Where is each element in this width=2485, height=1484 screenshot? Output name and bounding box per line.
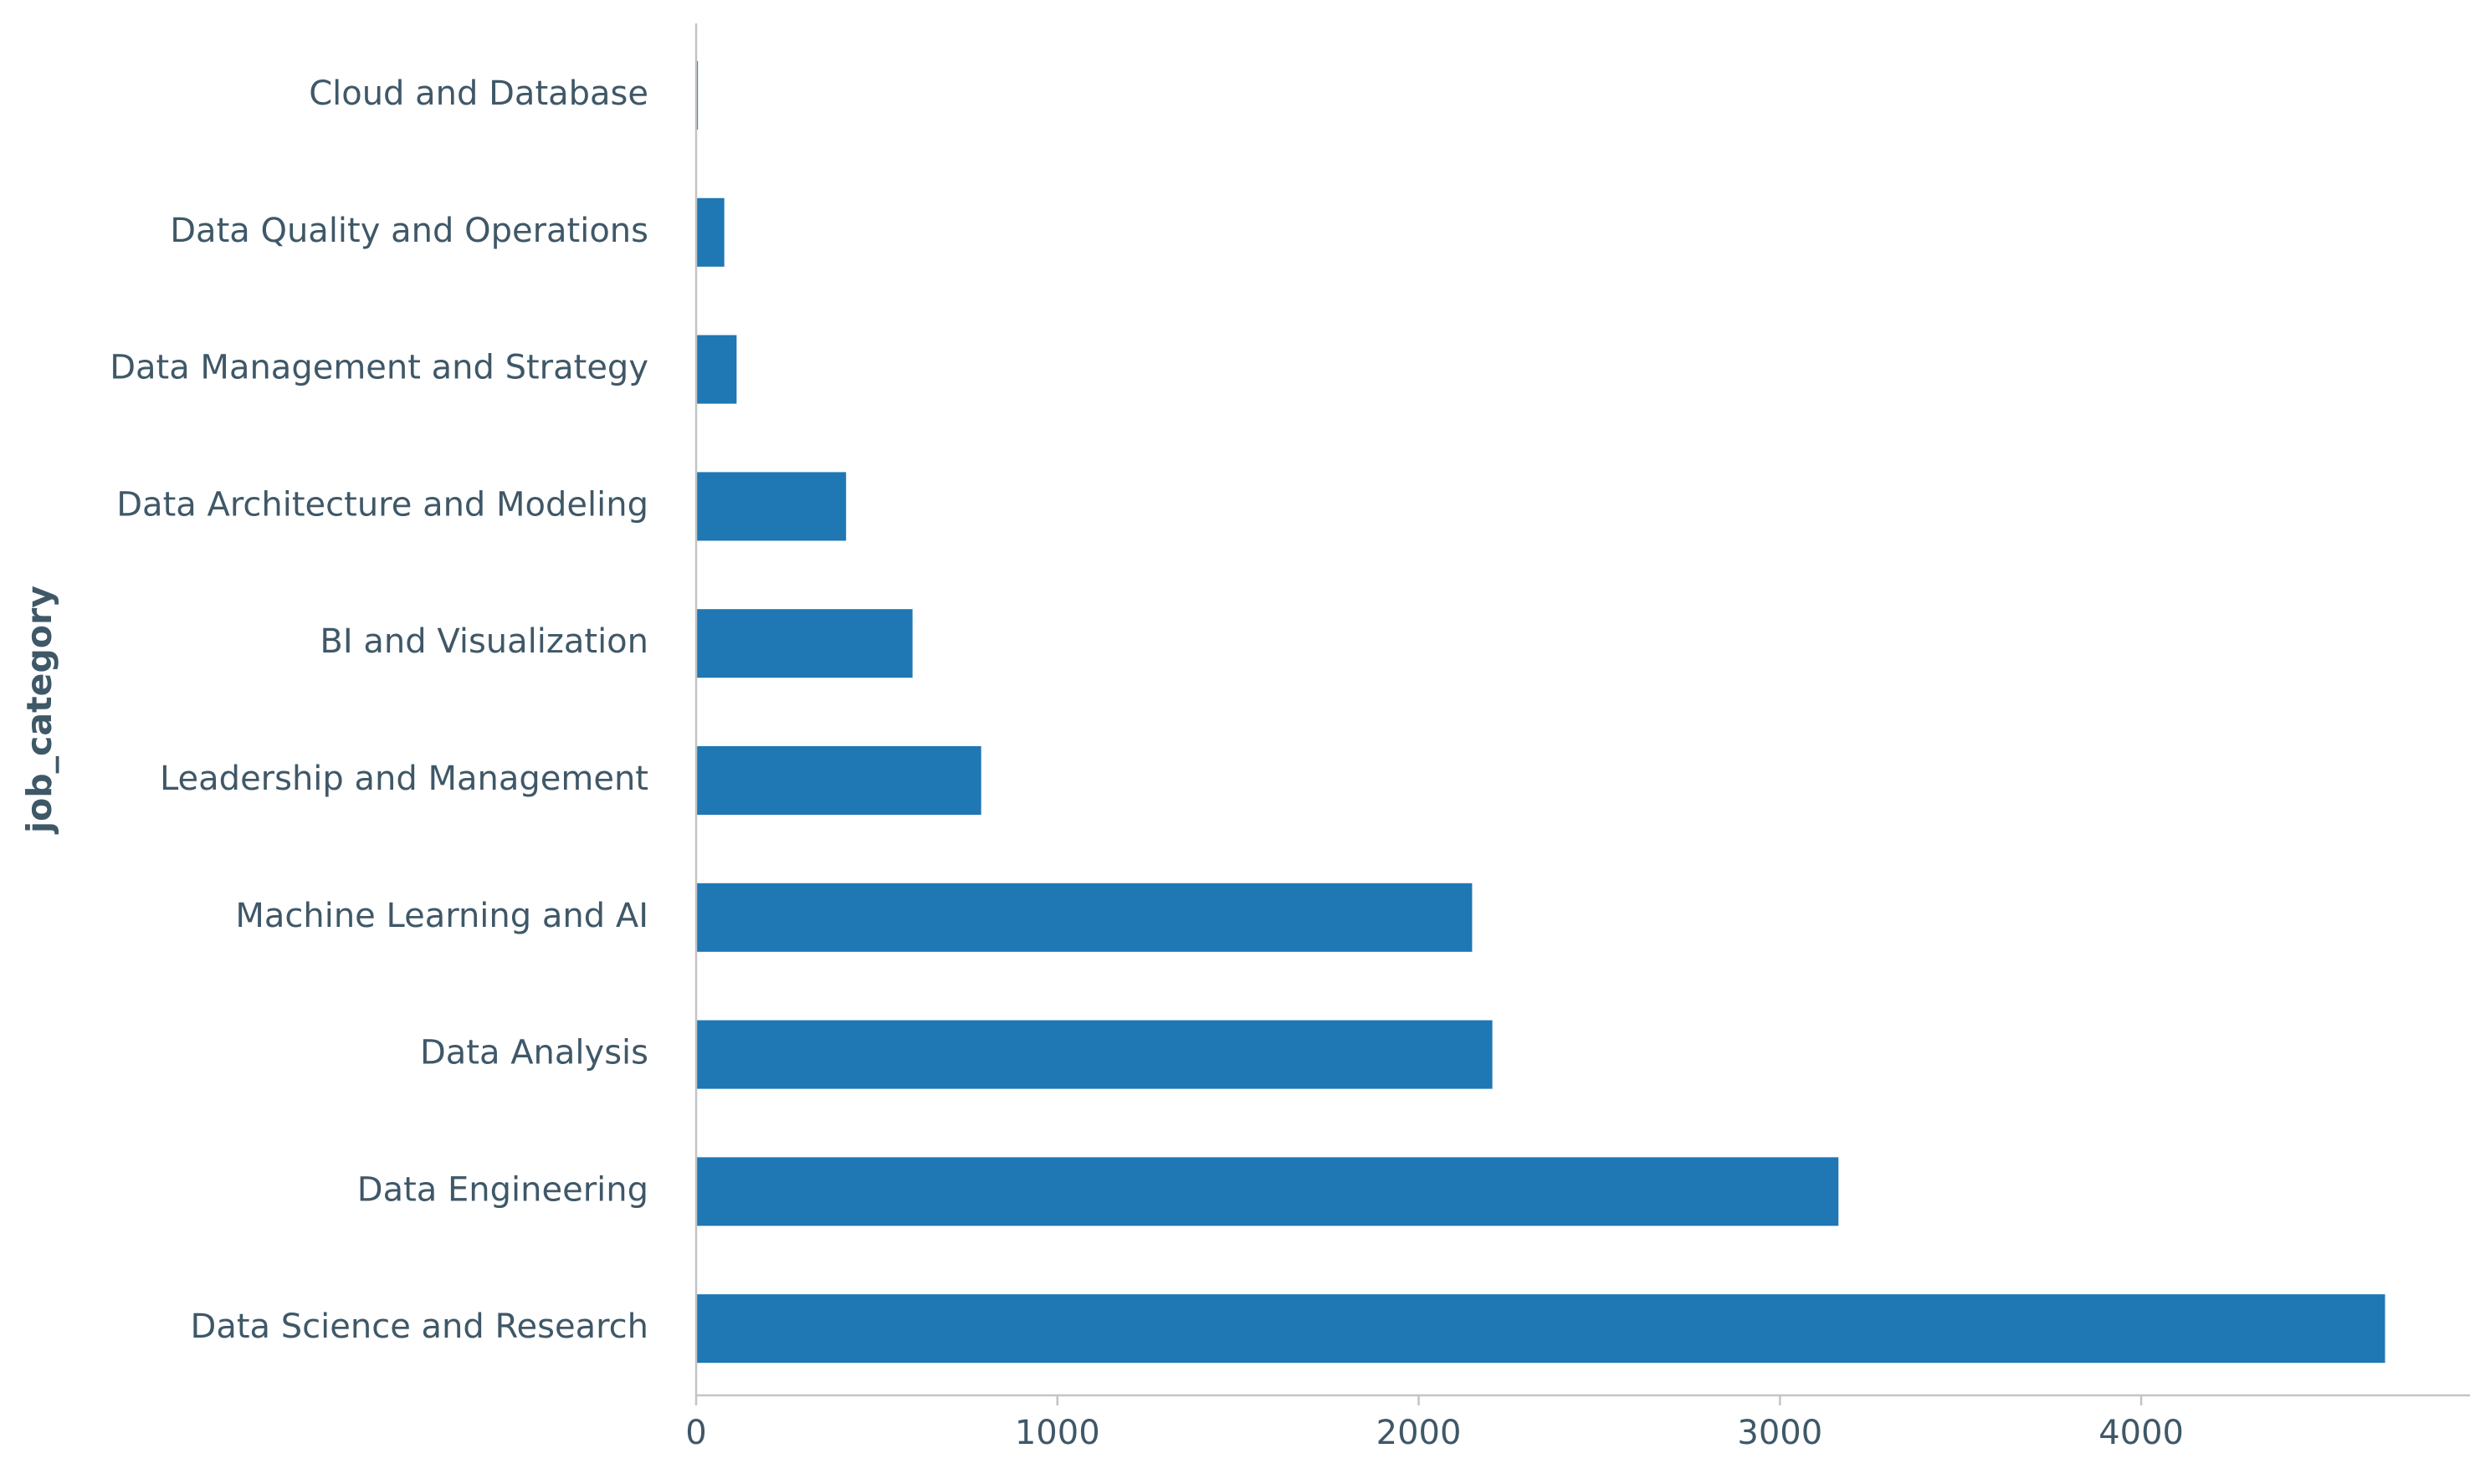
bars-layer bbox=[696, 61, 2385, 1364]
bar-leadership-and-management bbox=[696, 746, 981, 815]
y-axis-title: job_category bbox=[19, 586, 59, 835]
category-labels-layer: Cloud and Database Data Quality and Opera… bbox=[110, 74, 648, 1346]
category-label: Cloud and Database bbox=[309, 74, 648, 113]
category-label: Data Architecture and Modeling bbox=[116, 485, 648, 524]
bar-data-architecture-and-modeling bbox=[696, 472, 847, 541]
category-label: Data Science and Research bbox=[191, 1307, 648, 1346]
category-label: Machine Learning and AI bbox=[235, 897, 648, 935]
bar-machine-learning-and-ai bbox=[696, 883, 1473, 952]
category-label: BI and Visualization bbox=[320, 622, 648, 661]
x-ticks-layer: 0 1000 2000 3000 4000 bbox=[685, 1395, 2184, 1452]
category-label: Data Quality and Operations bbox=[170, 212, 648, 250]
bar-bi-and-visualization bbox=[696, 609, 913, 678]
category-label: Leadership and Management bbox=[160, 760, 648, 798]
x-tick-label: 1000 bbox=[1015, 1414, 1100, 1452]
bar-data-management-and-strategy bbox=[696, 335, 737, 404]
category-label: Data Management and Strategy bbox=[110, 349, 648, 387]
x-tick-label: 4000 bbox=[2098, 1414, 2184, 1452]
category-label: Data Analysis bbox=[420, 1034, 648, 1072]
bar-data-engineering bbox=[696, 1157, 1839, 1226]
x-tick-label: 3000 bbox=[1737, 1414, 1822, 1452]
bar-data-analysis bbox=[696, 1020, 1493, 1089]
bar-data-quality-and-operations bbox=[696, 197, 725, 267]
category-label: Data Engineering bbox=[357, 1170, 648, 1209]
x-tick-label: 0 bbox=[685, 1414, 706, 1452]
bar-data-science-and-research bbox=[696, 1294, 2385, 1364]
x-tick-label: 2000 bbox=[1376, 1414, 1462, 1452]
axes-layer bbox=[694, 23, 2470, 1397]
